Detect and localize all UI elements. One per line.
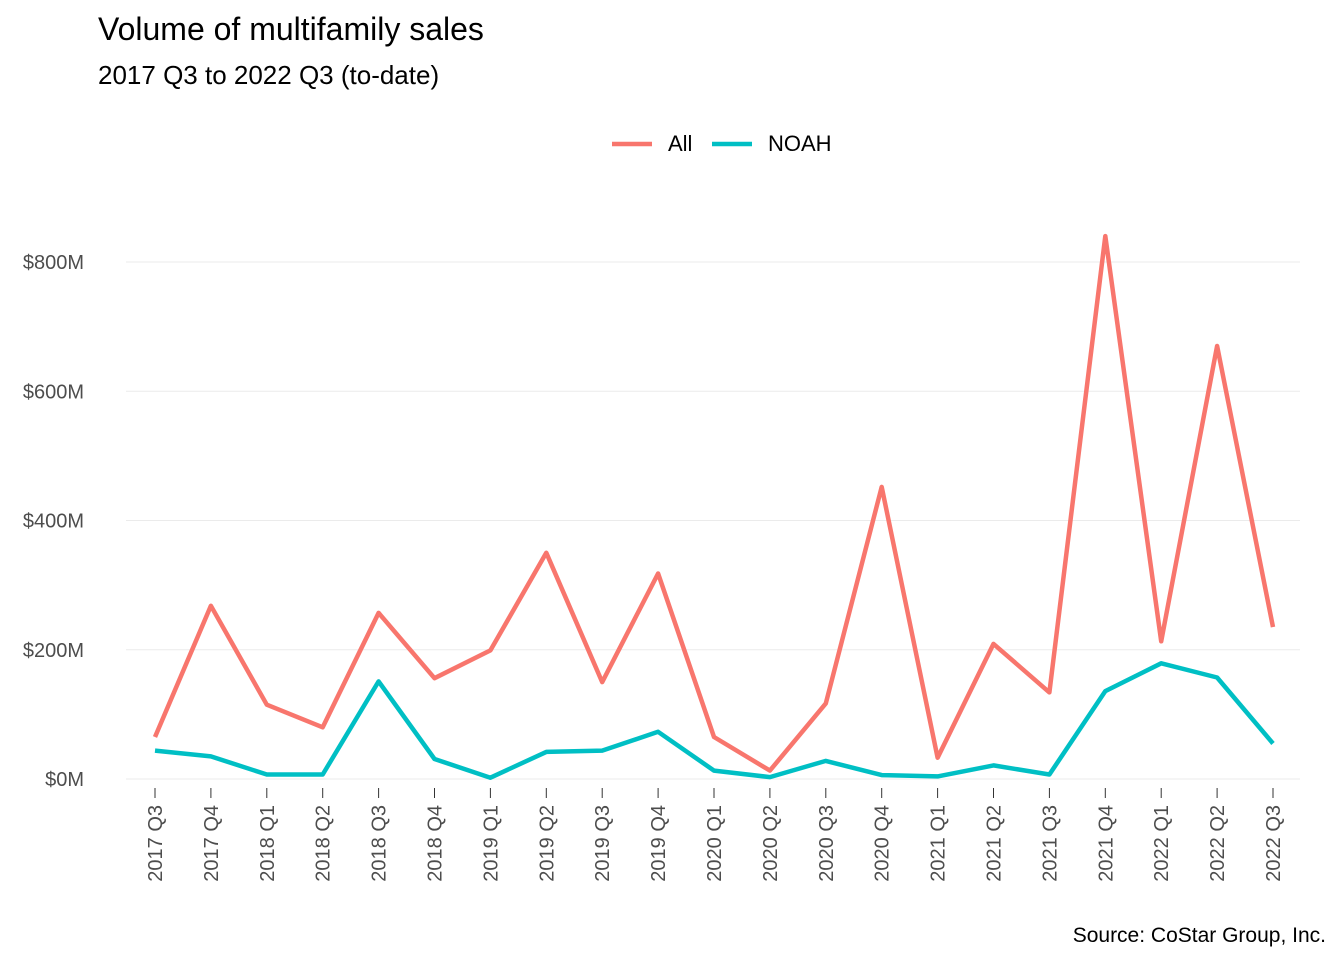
x-tick-label: 2018 Q2 — [313, 805, 335, 882]
x-tick-label: 2018 Q3 — [369, 805, 391, 882]
x-tick-label: 2017 Q3 — [145, 805, 167, 882]
x-tick-label: 2020 Q3 — [816, 805, 838, 882]
x-tick-label: 2020 Q1 — [704, 805, 726, 882]
x-tick-label: 2017 Q4 — [201, 805, 223, 882]
series-line-all — [152, 233, 1276, 773]
grid — [126, 261, 1300, 780]
x-tick-label: 2018 Q1 — [257, 805, 279, 882]
y-tick-label: $800M — [23, 252, 84, 274]
legend-label-all: All — [668, 131, 692, 156]
chart-title: Volume of multifamily sales — [98, 11, 484, 47]
series-line-noah — [154, 661, 1275, 780]
x-axis: 2017 Q3 2017 Q4 2018 Q1 2018 Q2 2018 Q3 2018 … — [145, 788, 1285, 882]
x-tick-label: 2021 Q2 — [984, 805, 1006, 882]
legend: All NOAH — [612, 131, 832, 156]
x-tick-label: 2022 Q2 — [1207, 805, 1229, 882]
x-tick-label: 2021 Q1 — [928, 805, 950, 882]
x-tick-label: 2021 Q4 — [1095, 805, 1117, 882]
y-tick-label: $400M — [23, 511, 84, 533]
x-tick-label: 2020 Q4 — [872, 805, 894, 882]
x-tick-label: 2018 Q4 — [425, 805, 447, 882]
x-tick-label: 2022 Q1 — [1151, 805, 1173, 882]
y-axis: $0M $200M $400M $600M $800M — [23, 252, 84, 791]
x-tick-label: 2019 Q2 — [536, 805, 558, 882]
chart-caption: Source: CoStar Group, Inc. — [1073, 924, 1326, 947]
y-tick-label: $0M — [45, 769, 84, 791]
chart-subtitle: 2017 Q3 to 2022 Q3 (to-date) — [98, 60, 439, 90]
x-tick-label: 2019 Q3 — [592, 805, 614, 882]
x-tick-label: 2021 Q3 — [1039, 805, 1061, 882]
y-tick-label: $200M — [23, 640, 84, 662]
x-tick-label: 2020 Q2 — [760, 805, 782, 882]
y-tick-label: $600M — [23, 381, 84, 403]
x-tick-label: 2019 Q1 — [480, 805, 502, 882]
legend-label-noah: NOAH — [768, 131, 832, 156]
series-group — [152, 233, 1276, 780]
x-tick-label: 2019 Q4 — [648, 805, 670, 882]
x-tick-label: 2022 Q3 — [1263, 805, 1285, 882]
